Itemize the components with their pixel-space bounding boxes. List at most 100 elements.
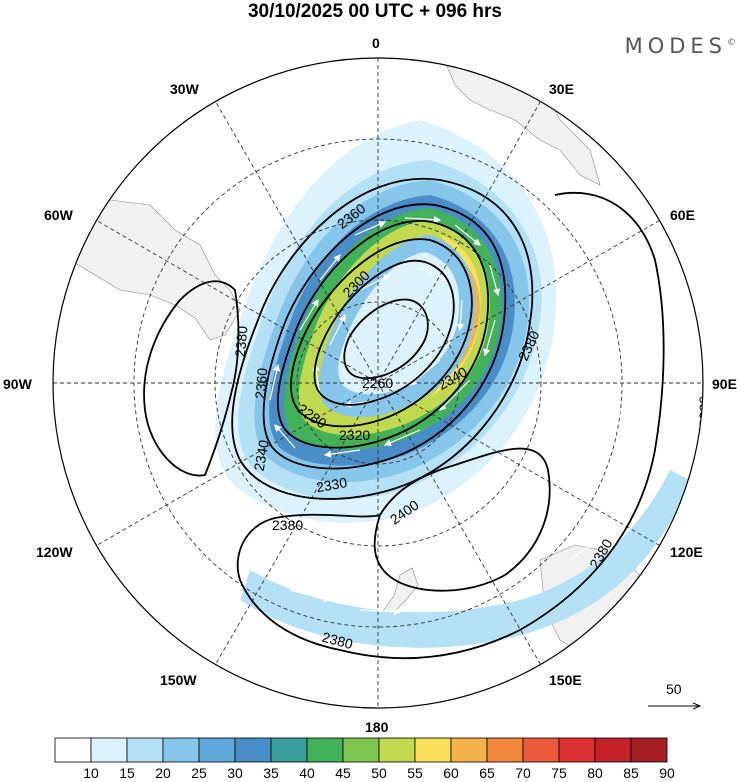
wind-arrow [439, 379, 471, 411]
wind-arrow [329, 313, 346, 346]
lon-label-90e: 90E [712, 376, 737, 392]
colorbar-swatch [162, 737, 200, 763]
brand-copyright: © [727, 38, 736, 48]
map-border [52, 57, 704, 709]
contour-label: 2380 [696, 396, 712, 427]
colorbar-label: 60 [443, 765, 459, 781]
wind-arrow [454, 224, 481, 246]
colorbar-label: 10 [83, 765, 99, 781]
wind-arrow [559, 444, 586, 471]
wind-arrow [359, 274, 392, 291]
colorbar-swatch [54, 737, 92, 763]
lon-label-120w: 120W [36, 544, 73, 560]
colorbar-label: 40 [299, 765, 315, 781]
colorbar-label: 85 [623, 765, 639, 781]
colorbar-swatch [486, 737, 524, 763]
modes-logo: MODES© [625, 34, 736, 58]
wind-arrow [269, 363, 281, 401]
contour-label: 2320 [339, 427, 370, 443]
colorbar-label: 30 [227, 765, 243, 781]
lon-label-30e: 30E [549, 81, 574, 97]
wind-arrow [274, 424, 296, 449]
meridian-150 [215, 101, 541, 665]
colorbar-swatch [450, 737, 488, 763]
band-65 [458, 260, 480, 368]
lon-label-150e: 150E [549, 672, 582, 688]
contour-label: 2330 [315, 474, 349, 495]
colorbar-swatch [234, 737, 272, 763]
colorbar-swatch [342, 737, 380, 763]
height-contours [143, 177, 665, 660]
contour-2360 [231, 177, 534, 500]
colorbar-label: 35 [263, 765, 279, 781]
colorbar-swatch [126, 737, 164, 763]
lon-label-60w: 60W [44, 207, 74, 223]
lon-label-120e: 120E [670, 544, 703, 560]
colorbar-label: 55 [407, 765, 423, 781]
colorbar-label: 50 [371, 765, 387, 781]
contour-2260 [343, 298, 429, 379]
wind-arrow [499, 578, 542, 596]
wind-arrow [489, 264, 500, 297]
colorbar-swatch [198, 737, 236, 763]
wind-arrow [569, 534, 606, 561]
wind-arrow [429, 599, 472, 611]
wind-arrow [483, 319, 496, 357]
colorbar-label: 45 [335, 765, 351, 781]
wind-arrow [319, 254, 341, 281]
contour-label: 2260 [362, 375, 393, 391]
wind-arrow [456, 299, 464, 332]
brand-text: MODES [624, 34, 727, 58]
colorbar-swatch [270, 737, 308, 763]
colorbar-swatch [522, 737, 560, 763]
wind-arrow [409, 359, 441, 386]
colorbar-swatch [90, 737, 128, 763]
wind-arrow [323, 449, 361, 458]
band-core [338, 252, 460, 395]
wind-arrow [312, 363, 321, 396]
lon-label-30w: 30W [170, 81, 200, 97]
contour-label: 2340 [251, 439, 272, 473]
wind-speed-shading [215, 120, 690, 648]
contour-2320 [277, 220, 490, 449]
lon-label-150w: 150W [160, 672, 197, 688]
colorbar-label: 15 [119, 765, 135, 781]
contour-2300 [290, 238, 473, 428]
colorbar-label: 25 [191, 765, 207, 781]
longitude-labels: 0 30E 60E 90E 120E 150E 180 150W 120W 90… [3, 35, 737, 735]
lon-label-90w: 90W [3, 376, 33, 392]
lon-label-180: 180 [365, 719, 389, 735]
contour-2400 [373, 447, 551, 592]
contour-label: 2380 [320, 629, 354, 653]
colorbar-swatch [306, 737, 344, 763]
wind-arrow [383, 429, 421, 446]
south-america-land [59, 199, 241, 341]
colorbar: 10 15 20 25 30 35 40 45 50 55 60 65 70 75 80 85 90 [54, 737, 675, 781]
colorbar-swatch [378, 737, 416, 763]
wind-arrow [354, 221, 387, 236]
graticule [53, 58, 703, 708]
colorbar-label: 80 [587, 765, 603, 781]
colorbar-swatch [558, 737, 596, 763]
colorbar-swatch [630, 737, 668, 763]
map-content: 2360 2300 2380 2380 2360 2260 2340 2280 … [53, 58, 712, 708]
contour-2380-west [143, 280, 240, 477]
contour-label: 2380 [232, 325, 251, 358]
colorbar-label: 20 [155, 765, 171, 781]
colorbar-label: 70 [515, 765, 531, 781]
contour-2280 [313, 259, 455, 406]
contour-2340 [262, 203, 507, 470]
band-southern-arc [240, 470, 690, 648]
lon-label-0: 0 [372, 35, 380, 51]
contour-label: 2380 [272, 517, 303, 533]
colorbar-swatch [594, 737, 632, 763]
wind-arrow [299, 298, 319, 331]
contour-label: 2360 [252, 367, 271, 400]
wind-arrow [619, 469, 646, 506]
wind-arrow [599, 409, 621, 441]
lon-label-60e: 60E [670, 207, 695, 223]
reference-vector-label: 50 [666, 681, 682, 697]
colorbar-label: 90 [659, 765, 675, 781]
chart-title: 30/10/2025 00 UTC + 096 hrs [247, 1, 503, 22]
contour-2380-east [236, 191, 665, 660]
